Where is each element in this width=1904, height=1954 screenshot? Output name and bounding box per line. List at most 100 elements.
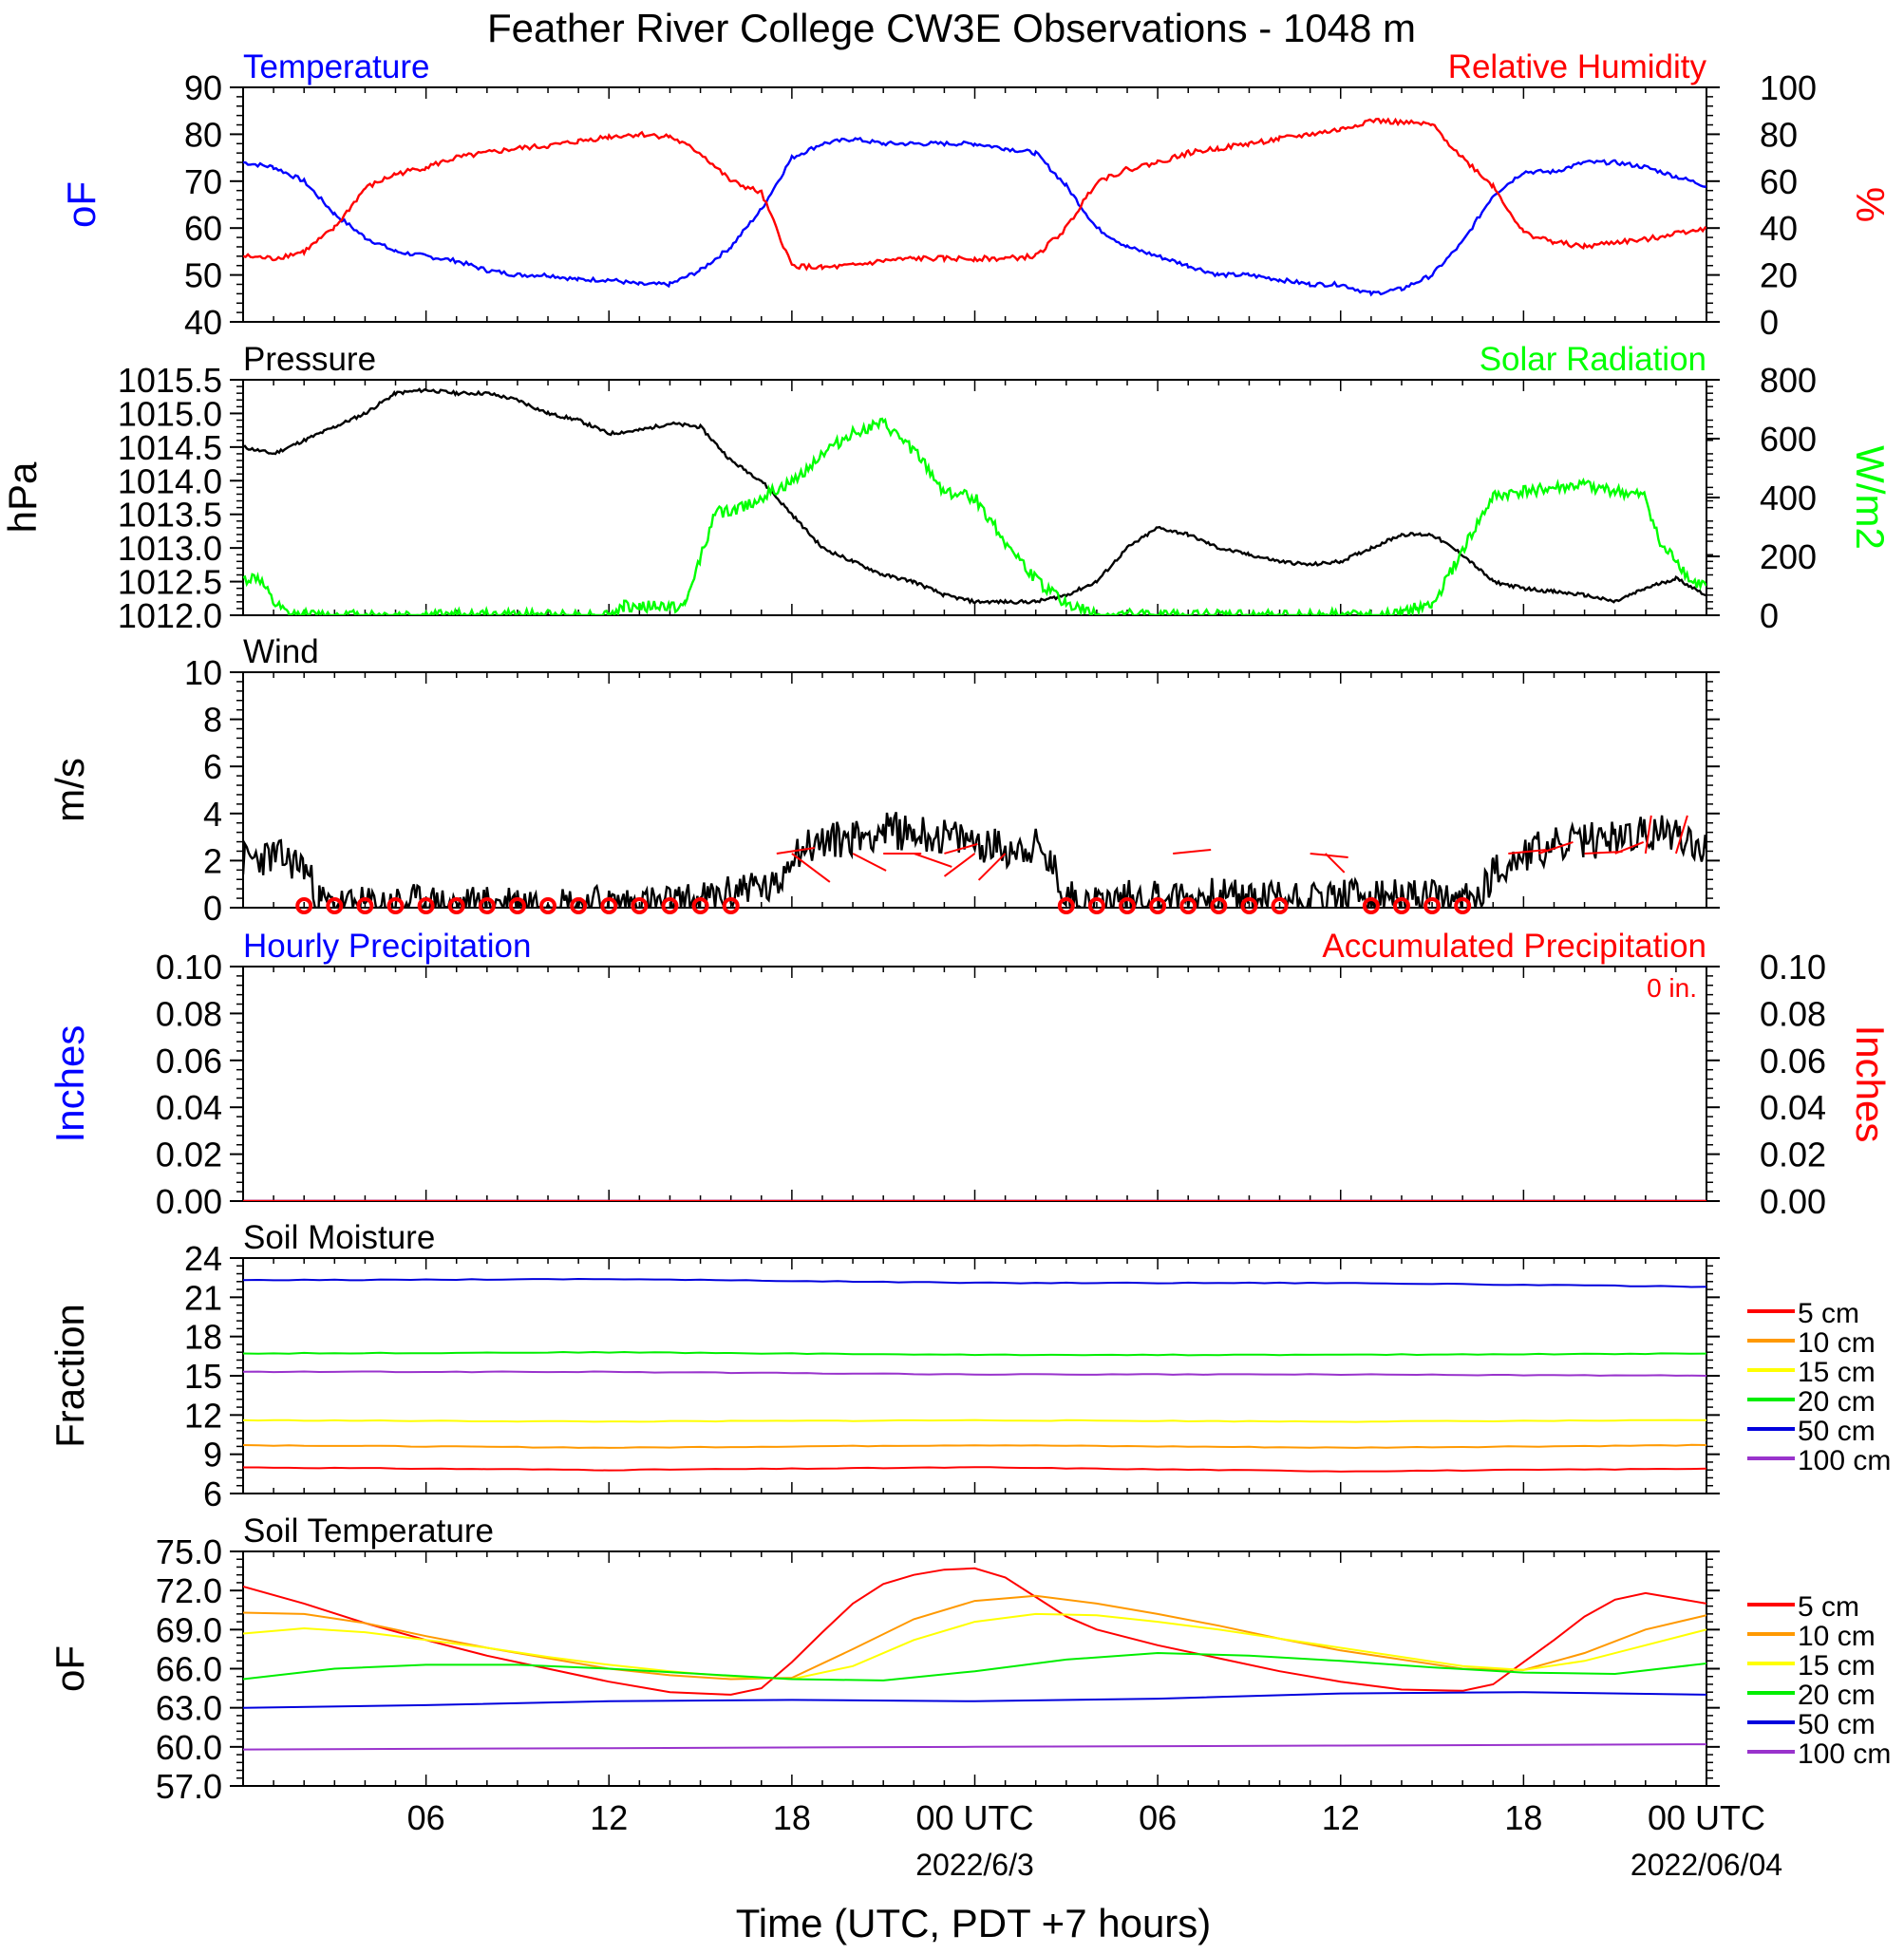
calm-wind-circle [295,897,313,914]
y-tick-label-right: 40 [1760,209,1798,248]
wind-barb [1614,841,1645,855]
y-tick-label: 0.04 [156,1088,222,1127]
panel-wind: 0 2 4 6 8 10 Wind m/s [47,633,1720,928]
x-axis-label: Time (UTC, PDT +7 hours) [736,1901,1212,1945]
y-tick-label: 72.0 [156,1571,222,1610]
legend-label: 20 cm [1798,1386,1876,1418]
calm-wind-circle [570,897,588,914]
calm-wind-circle [1454,897,1472,914]
y-tick-label: 10 [184,653,222,692]
y-tick-label: 6 [203,747,222,786]
y-tick-label: 1012.5 [118,563,222,602]
wind-barb [1310,852,1348,858]
calm-wind-circle [1271,897,1289,914]
y-tick-label: 8 [203,701,222,740]
y-tick-label: 66.0 [156,1650,222,1689]
wind-barb [791,853,831,883]
y-tick-label: 15 [184,1357,222,1396]
y-tick-label: 12 [184,1396,222,1435]
y-tick-label: 50 [184,256,222,295]
y-tick-label: 1014.0 [118,461,222,500]
calm-wind-circle [691,897,709,914]
series-line-50-cm [243,1691,1706,1709]
panel-title: Soil Moisture [243,1219,435,1256]
y-tick-label: 1014.5 [118,428,222,467]
y-tick-label: 24 [184,1239,222,1278]
y-tick-label-right: 80 [1760,115,1798,154]
y-tick-label: 1015.5 [118,361,222,400]
y-tick-label: 1013.0 [118,529,222,568]
y-axis-label-right: W/m2 [1848,445,1893,550]
calm-wind-circle [1210,897,1228,914]
calm-wind-circle [447,897,465,914]
wind-barb [913,853,952,868]
calm-wind-circle [1057,897,1075,914]
y-axis-label: oF [59,181,104,228]
calm-wind-circle [661,897,679,914]
y-tick-label: 69.0 [156,1610,222,1649]
x-tick-label: 12 [1322,1798,1360,1837]
y-tick-label-right: 0.10 [1760,948,1826,986]
x-tick-label: 00 UTC [915,1798,1033,1837]
panel-right-title: Accumulated Precipitation [1322,928,1706,965]
legend-label: 50 cm [1798,1416,1876,1447]
y-tick-label: 0.02 [156,1136,222,1174]
legend-label: 100 cm [1798,1445,1891,1476]
panel-title: Hourly Precipitation [243,928,531,965]
legend-label: 10 cm [1798,1327,1876,1359]
series-line-100-cm [243,1743,1706,1751]
y-tick-label-right: 0.02 [1760,1136,1826,1174]
wind-barb [943,853,976,877]
x-tick-label: 18 [773,1798,811,1837]
y-tick-label: 1013.5 [118,496,222,535]
calm-wind-circle [631,897,649,914]
panel-right-title: Solar Radiation [1480,341,1706,378]
calm-wind-circle [1179,897,1197,914]
y-tick-label-right: 0 [1760,596,1779,635]
y-tick-label-right: 20 [1760,256,1798,295]
wind-barb [1584,850,1623,855]
y-tick-label-right: 800 [1760,361,1817,400]
panel-soil_temp: 57.060.063.066.069.072.075.0 Soil Tempera… [47,1512,1891,1882]
series-line-20-cm [243,1350,1706,1357]
y-tick-label: 90 [184,68,222,107]
panel-title: Wind [243,633,319,670]
calm-wind-circle [539,897,557,914]
x-date-label: 2022/06/04 [1631,1848,1782,1882]
y-tick-label: 40 [184,303,222,342]
series-line-50-cm [243,1277,1706,1288]
y-tick-label: 2 [203,841,222,880]
y-tick-label-right: 0.06 [1760,1042,1826,1080]
y-tick-label-right: 0.00 [1760,1182,1826,1221]
y-axis-label: m/s [47,758,92,822]
y-tick-label: 9 [203,1436,222,1475]
y-tick-label-right: 0 [1760,303,1779,342]
x-tick-label: 06 [407,1798,445,1837]
wind-barb [1644,815,1652,855]
y-tick-label-right: 60 [1760,162,1798,201]
series-line-5-cm [243,1466,1706,1473]
y-tick-label: 75.0 [156,1532,222,1571]
y-tick-label-right: 400 [1760,479,1817,517]
wind-barb [776,846,815,855]
y-tick-label-right: 200 [1760,537,1817,576]
legend-label: 15 cm [1798,1650,1876,1682]
calm-wind-circle [356,897,374,914]
y-tick-label: 0.08 [156,994,222,1033]
panel-title: Soil Temperature [243,1512,494,1550]
y-tick-label: 4 [203,795,222,834]
y-tick-label: 63.0 [156,1689,222,1728]
calm-wind-circle [1119,897,1137,914]
y-tick-label: 21 [184,1278,222,1317]
calm-wind-circle [600,897,618,914]
y-tick-label: 60.0 [156,1728,222,1767]
y-axis-label-right: % [1848,187,1893,222]
calm-wind-circle [386,897,405,914]
y-tick-label: 0 [203,889,222,928]
y-tick-label-right: 0.08 [1760,994,1826,1033]
series-line-solar-radiation [243,417,1706,615]
wind-barb [1173,848,1212,855]
y-tick-label-right: 100 [1760,68,1817,107]
calm-wind-circle [722,897,740,914]
